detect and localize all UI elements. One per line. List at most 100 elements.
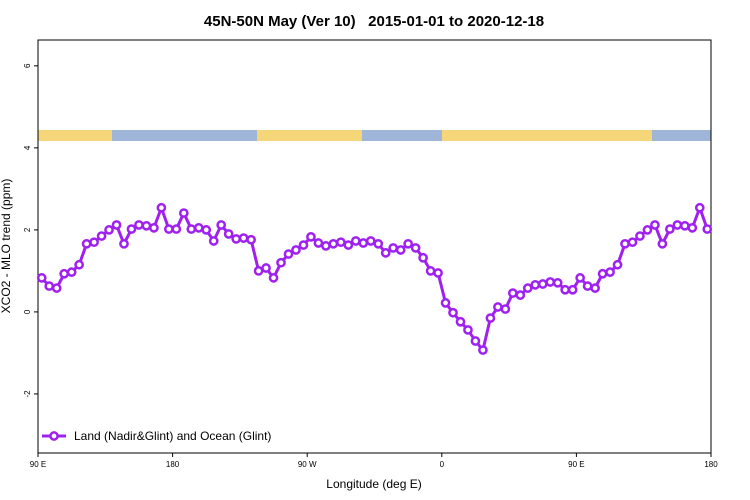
data-point [283, 249, 294, 259]
data-point [81, 238, 92, 249]
data-point [590, 283, 600, 293]
data-point [455, 316, 466, 327]
data-point [350, 236, 361, 246]
data-point [298, 240, 309, 250]
data-point [537, 279, 548, 289]
chart-title: 45N-50N May (Ver 10) 2015-01-01 to 2020-… [204, 13, 544, 30]
data-point [276, 257, 286, 268]
legend-label: Land (Nadir&Glint) and Ocean (Glint) [74, 429, 271, 443]
data-point [44, 281, 55, 291]
data-point [306, 232, 316, 242]
data-point [111, 220, 122, 230]
data-point [597, 268, 608, 279]
y-tick-label: 0 [23, 309, 32, 314]
data-point [373, 238, 384, 249]
data-point [440, 298, 451, 308]
data-point [313, 238, 324, 248]
data-point [575, 273, 585, 283]
data-point [66, 267, 77, 277]
data-point [193, 222, 204, 233]
data-point [687, 222, 698, 233]
data-point [268, 273, 279, 283]
data-point [96, 231, 107, 241]
data-point [395, 245, 406, 255]
data-point [119, 238, 129, 249]
data-point [702, 224, 713, 234]
data-point [672, 220, 683, 230]
plot-frame [37, 39, 712, 454]
data-point [567, 284, 578, 295]
data-point [635, 231, 645, 241]
land-ocean-strip [38, 130, 711, 141]
data-point [410, 243, 421, 253]
data-point [253, 266, 264, 276]
ocean [362, 130, 442, 141]
data-point [694, 202, 705, 213]
data-point [627, 237, 638, 248]
data-point [425, 266, 436, 276]
data-point [463, 325, 473, 335]
data-point [141, 220, 152, 231]
data-point [679, 220, 690, 231]
data-point [261, 263, 271, 273]
data-point [343, 240, 354, 250]
x-tick-label: 180 [166, 460, 180, 469]
y-tick-label: 6 [23, 63, 32, 68]
data-point [201, 225, 212, 235]
data-point [178, 208, 189, 218]
data-point [164, 224, 174, 234]
data-point [208, 236, 219, 246]
data-point [380, 248, 391, 258]
data-point [552, 277, 563, 288]
data-point [530, 279, 541, 290]
data-point [156, 202, 167, 213]
x-axis-label: Longitude (deg E) [326, 477, 421, 491]
data-point [657, 238, 668, 249]
data-point [358, 238, 369, 248]
legend-marker [49, 431, 59, 441]
ocean [652, 130, 711, 141]
x-tick-label: 90 E [30, 460, 46, 469]
data-point [134, 220, 144, 230]
data-point [582, 281, 593, 291]
data-point [620, 238, 630, 249]
data-point [522, 283, 533, 293]
data-point [470, 336, 481, 346]
data-point [650, 220, 660, 230]
data-point [665, 224, 675, 234]
data-point [238, 233, 249, 243]
data-point [478, 345, 488, 355]
y-axis-label: XCO2 - MLO trend (ppm) [0, 179, 13, 314]
data-point [507, 288, 518, 298]
y-tick-label: -2 [23, 390, 32, 398]
data-point [291, 245, 301, 255]
data-point [493, 302, 503, 312]
data-point [231, 234, 242, 244]
data-point [51, 283, 62, 293]
data-point [605, 267, 615, 277]
x-tick-label: 180 [704, 460, 718, 469]
data-point [171, 224, 182, 234]
ocean [112, 130, 257, 141]
x-tick-label: 0 [440, 460, 445, 469]
data-point [246, 234, 256, 245]
data-point [545, 277, 556, 287]
data-point [403, 238, 413, 249]
y-tick-label: 2 [23, 227, 32, 232]
data-point [336, 237, 346, 248]
data-point [485, 313, 496, 323]
data-point [321, 241, 331, 251]
data-point [515, 290, 526, 300]
data-point [186, 224, 197, 234]
data-point [433, 268, 443, 278]
data-point [642, 225, 653, 235]
data-point [74, 259, 84, 270]
data-point [126, 224, 137, 234]
data-point [560, 284, 571, 295]
x-tick-label: 90 W [298, 460, 317, 469]
data-point [36, 273, 47, 283]
data-point [418, 252, 428, 263]
data-point [89, 237, 99, 248]
data-point [388, 243, 399, 253]
